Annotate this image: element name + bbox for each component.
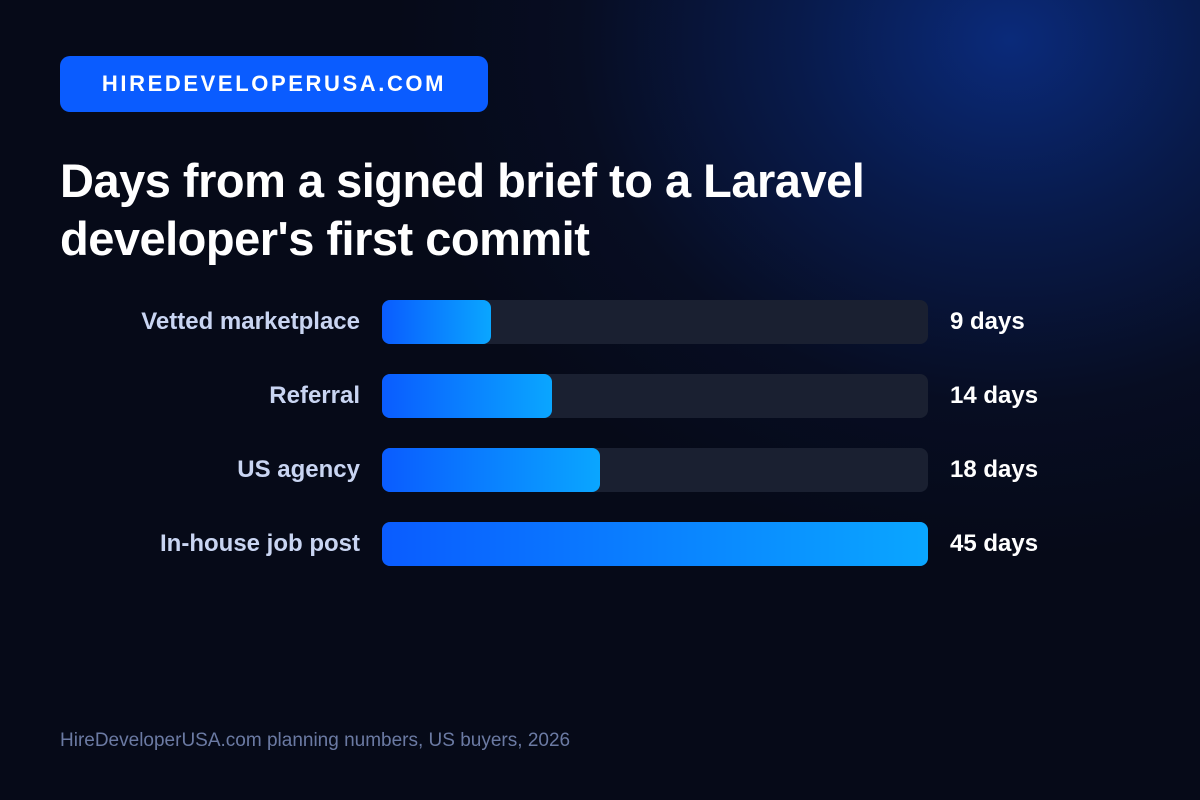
chart-title: Days from a signed brief to a Laravel de… (60, 154, 865, 265)
bar (382, 448, 601, 492)
bar (382, 374, 552, 418)
category-label: US agency (237, 456, 360, 483)
bar (382, 522, 928, 566)
bar (382, 300, 492, 344)
category-label: In-house job post (160, 530, 360, 557)
value-label: 9 days (950, 308, 1025, 335)
value-label: 14 days (950, 382, 1039, 409)
category-label: Referral (269, 382, 360, 409)
value-label: 18 days (950, 456, 1039, 483)
category-label: Vetted marketplace (141, 308, 360, 335)
brand-badge: HIREDEVELOPERUSA.COM (60, 56, 488, 112)
value-label: 45 days (950, 530, 1039, 557)
source-note: HireDeveloperUSA.com planning numbers, U… (60, 730, 571, 751)
